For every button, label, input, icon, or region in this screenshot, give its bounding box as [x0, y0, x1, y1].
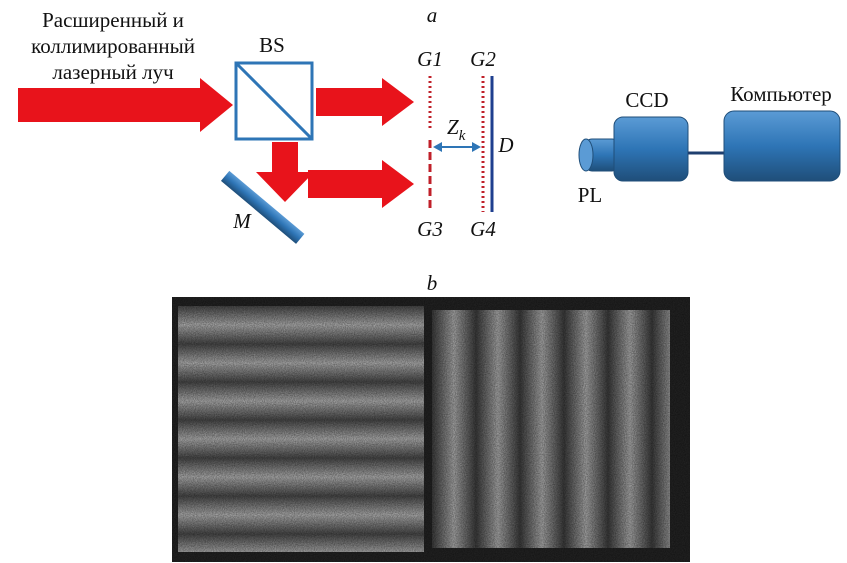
computer	[724, 111, 840, 181]
distance-symbol: Z	[447, 115, 459, 139]
ccd-camera	[614, 117, 688, 181]
beam-arrow	[308, 160, 414, 208]
beam-arrow	[256, 142, 314, 202]
mirror-label: M	[232, 209, 252, 233]
beam-text: лазерный луч	[52, 60, 174, 84]
panel-label: b	[427, 271, 438, 295]
interferogram	[172, 297, 690, 562]
grating-label: G4	[470, 217, 496, 241]
grating-label: G1	[417, 47, 443, 71]
beam-splitter-diagonal	[236, 63, 312, 139]
figure: a Расширенный и коллимированный лазерный…	[0, 0, 847, 563]
computer-label: Компьютер	[730, 82, 832, 106]
arrow-head	[433, 142, 442, 152]
lens-face	[579, 139, 593, 171]
bs-label: BS	[259, 33, 285, 57]
beam-arrow	[316, 78, 414, 126]
image-noise	[172, 297, 690, 562]
grating-label: G3	[417, 217, 443, 241]
arrow-head	[472, 142, 481, 152]
distance-subscript: k	[459, 128, 466, 144]
grating-label: G2	[470, 47, 496, 71]
ccd-label: CCD	[625, 88, 668, 112]
panel-label: a	[427, 3, 438, 27]
distance-label: Zk	[447, 115, 466, 144]
detector-label: D	[497, 133, 513, 157]
beam-text: коллимированный	[31, 34, 195, 58]
lens-label: PL	[578, 183, 603, 207]
beam-text: Расширенный и	[42, 8, 184, 32]
input-arrow	[18, 78, 233, 132]
